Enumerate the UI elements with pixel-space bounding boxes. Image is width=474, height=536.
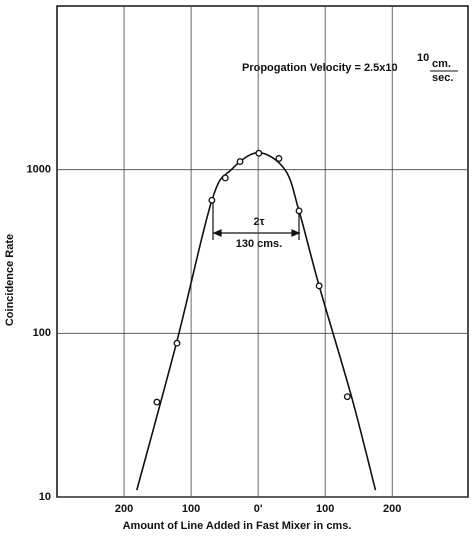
- y-tick-label: 100: [33, 327, 51, 339]
- x-tick-label: 200: [383, 503, 401, 515]
- annotation-exponent: 10: [417, 52, 429, 64]
- width-arrow: [212, 200, 301, 240]
- y-tick-label: 10: [39, 491, 51, 503]
- annotation-denominator: sec.: [432, 72, 453, 84]
- data-point: [173, 339, 181, 347]
- data-point: [295, 207, 303, 215]
- fit-curve: [136, 151, 377, 491]
- data-point: [236, 158, 244, 166]
- data-point: [153, 398, 161, 406]
- x-tick-label: 200: [115, 503, 133, 515]
- x-axis-label: Amount of Line Added in Fast Mixer in cm…: [123, 520, 352, 532]
- annotation: Propogation Velocity = 2.5x10: [242, 62, 398, 74]
- data-point: [315, 282, 323, 290]
- x-tick-label: 100: [182, 503, 200, 515]
- data-point: [221, 174, 229, 182]
- width-symbol: 2τ: [253, 216, 264, 228]
- x-tick-label: 0': [254, 503, 263, 515]
- data-point: [255, 149, 263, 157]
- plot-frame: [56, 5, 469, 498]
- y-axis-label: Coincidence Rate: [4, 234, 16, 326]
- data-point: [275, 155, 283, 162]
- data-point: [343, 393, 351, 401]
- data-point: [208, 196, 216, 204]
- width-label: 130 cms.: [236, 238, 282, 250]
- y-tick-label: 1000: [27, 164, 51, 176]
- annotation-numerator: cm.: [432, 58, 451, 70]
- x-tick-label: 100: [316, 503, 334, 515]
